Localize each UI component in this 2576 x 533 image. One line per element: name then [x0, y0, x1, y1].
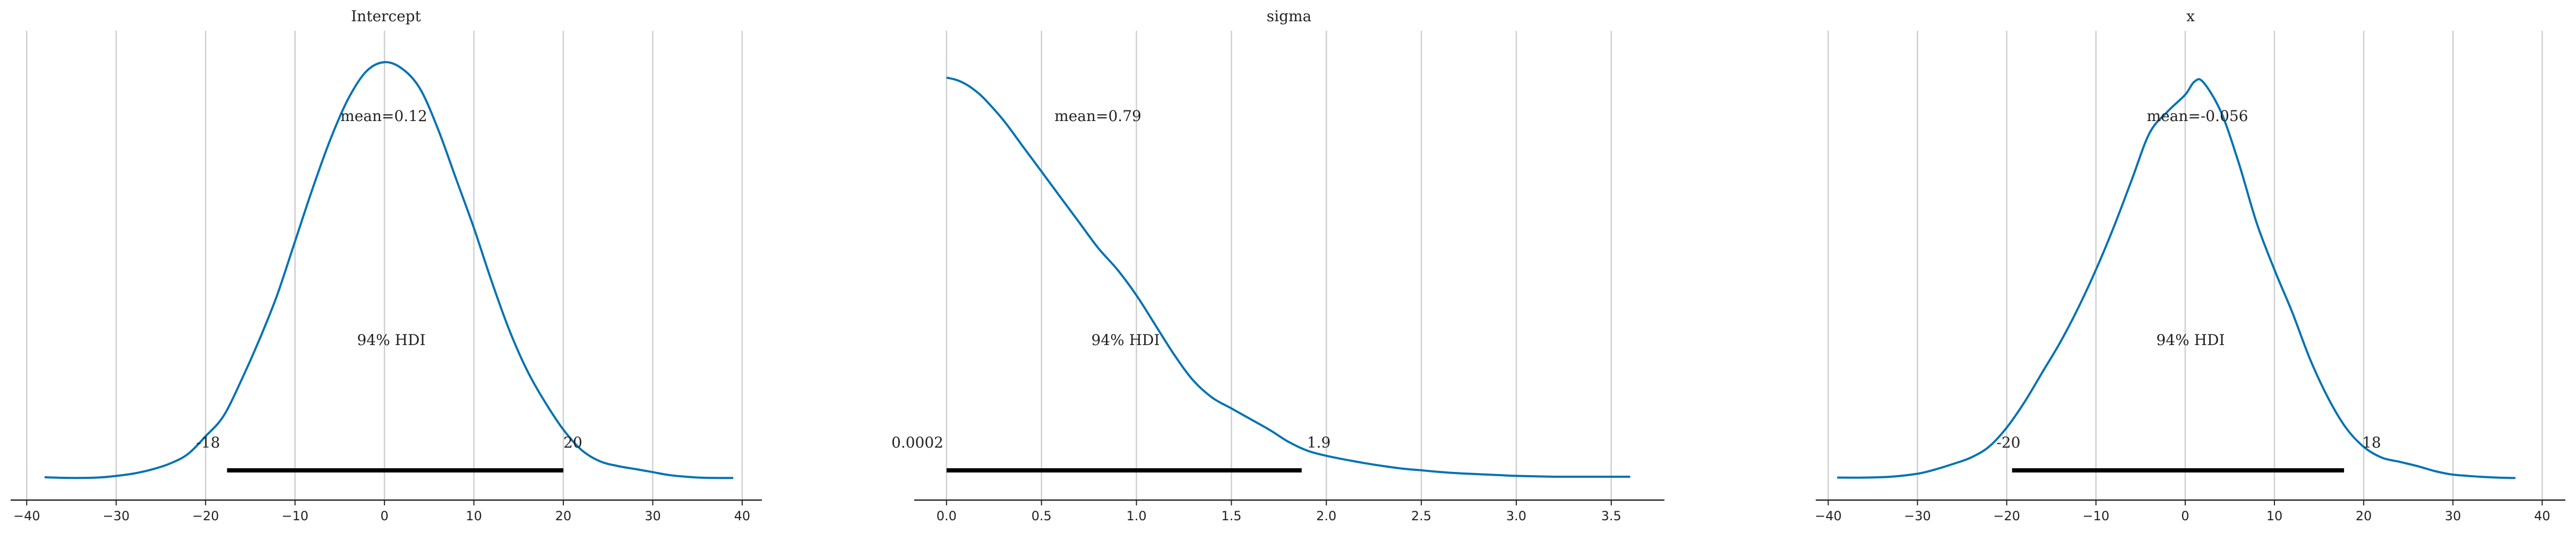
- x-tick-label: −10: [281, 509, 308, 523]
- x-tick-label: 3.5: [1601, 509, 1621, 523]
- x-tick-label: 0: [380, 509, 388, 523]
- x-tick-label: 40: [734, 509, 751, 523]
- x-tick-label: −30: [102, 509, 130, 523]
- panel-title: Intercept: [351, 7, 421, 25]
- posterior-density-curve: [44, 61, 734, 479]
- x-tick-label: 30: [645, 509, 661, 523]
- posterior-density-curve: [946, 76, 1630, 478]
- x-tick-label: 20: [2356, 509, 2372, 523]
- hdi-label: 94% HDI: [357, 331, 425, 349]
- mean-label: mean=0.12: [340, 107, 427, 125]
- x-tick-label: 20: [555, 509, 572, 523]
- x-tick-label: 10: [466, 509, 482, 523]
- x-tick-label: −20: [192, 509, 219, 523]
- x-tick-label: 0: [2181, 509, 2189, 523]
- hdi-high-label: 20: [563, 434, 582, 451]
- x-tick-label: −10: [2082, 509, 2109, 523]
- x-tick-label: 1.5: [1221, 509, 1241, 523]
- mean-label: mean=-0.056: [2147, 107, 2248, 125]
- panel-sigma: 0.0 0.5 1.0 1.5 2.0 2.5 3.0 3.5 sigma mean=0.79…: [891, 7, 1664, 523]
- x-tick-label: 2.0: [1316, 509, 1336, 523]
- x-tick-label: 2.5: [1411, 509, 1431, 523]
- x-tick-label: −40: [1815, 509, 1842, 523]
- x-tick-label: 30: [2445, 509, 2461, 523]
- x-tick-label: −40: [13, 509, 40, 523]
- hdi-high-label: 18: [2362, 434, 2381, 451]
- panel-title: sigma: [1267, 7, 1312, 25]
- panel-x: −40 −30 −20 −10 0 10 20 30 40 x mean=-0.056 94% …: [1815, 7, 2565, 523]
- x-tick-label: 0.0: [937, 509, 957, 523]
- x-tick-label: −30: [1904, 509, 1931, 523]
- hdi-low-label: -18: [196, 434, 220, 451]
- x-tick-label: 3.0: [1506, 509, 1526, 523]
- x-tick-label: 1.0: [1126, 509, 1146, 523]
- x-tick-label: 0.5: [1032, 509, 1052, 523]
- hdi-high-label: 1.9: [1307, 434, 1331, 451]
- hdi-label: 94% HDI: [1091, 331, 1160, 349]
- x-tick-label: 40: [2534, 509, 2551, 523]
- mean-label: mean=0.79: [1054, 107, 1141, 125]
- posterior-density-curve: [1837, 78, 2515, 479]
- panel-intercept: −40 −30 −20 −10 0 10 20 30 40 Intercept mean=0.1…: [11, 7, 762, 523]
- panel-title: x: [2186, 7, 2195, 25]
- x-tick-label: −20: [1993, 509, 2020, 523]
- x-tick-label: 10: [2266, 509, 2283, 523]
- hdi-low-label: -20: [1996, 434, 2020, 451]
- hdi-low-label: 0.0002: [891, 434, 943, 451]
- hdi-label: 94% HDI: [2156, 331, 2225, 349]
